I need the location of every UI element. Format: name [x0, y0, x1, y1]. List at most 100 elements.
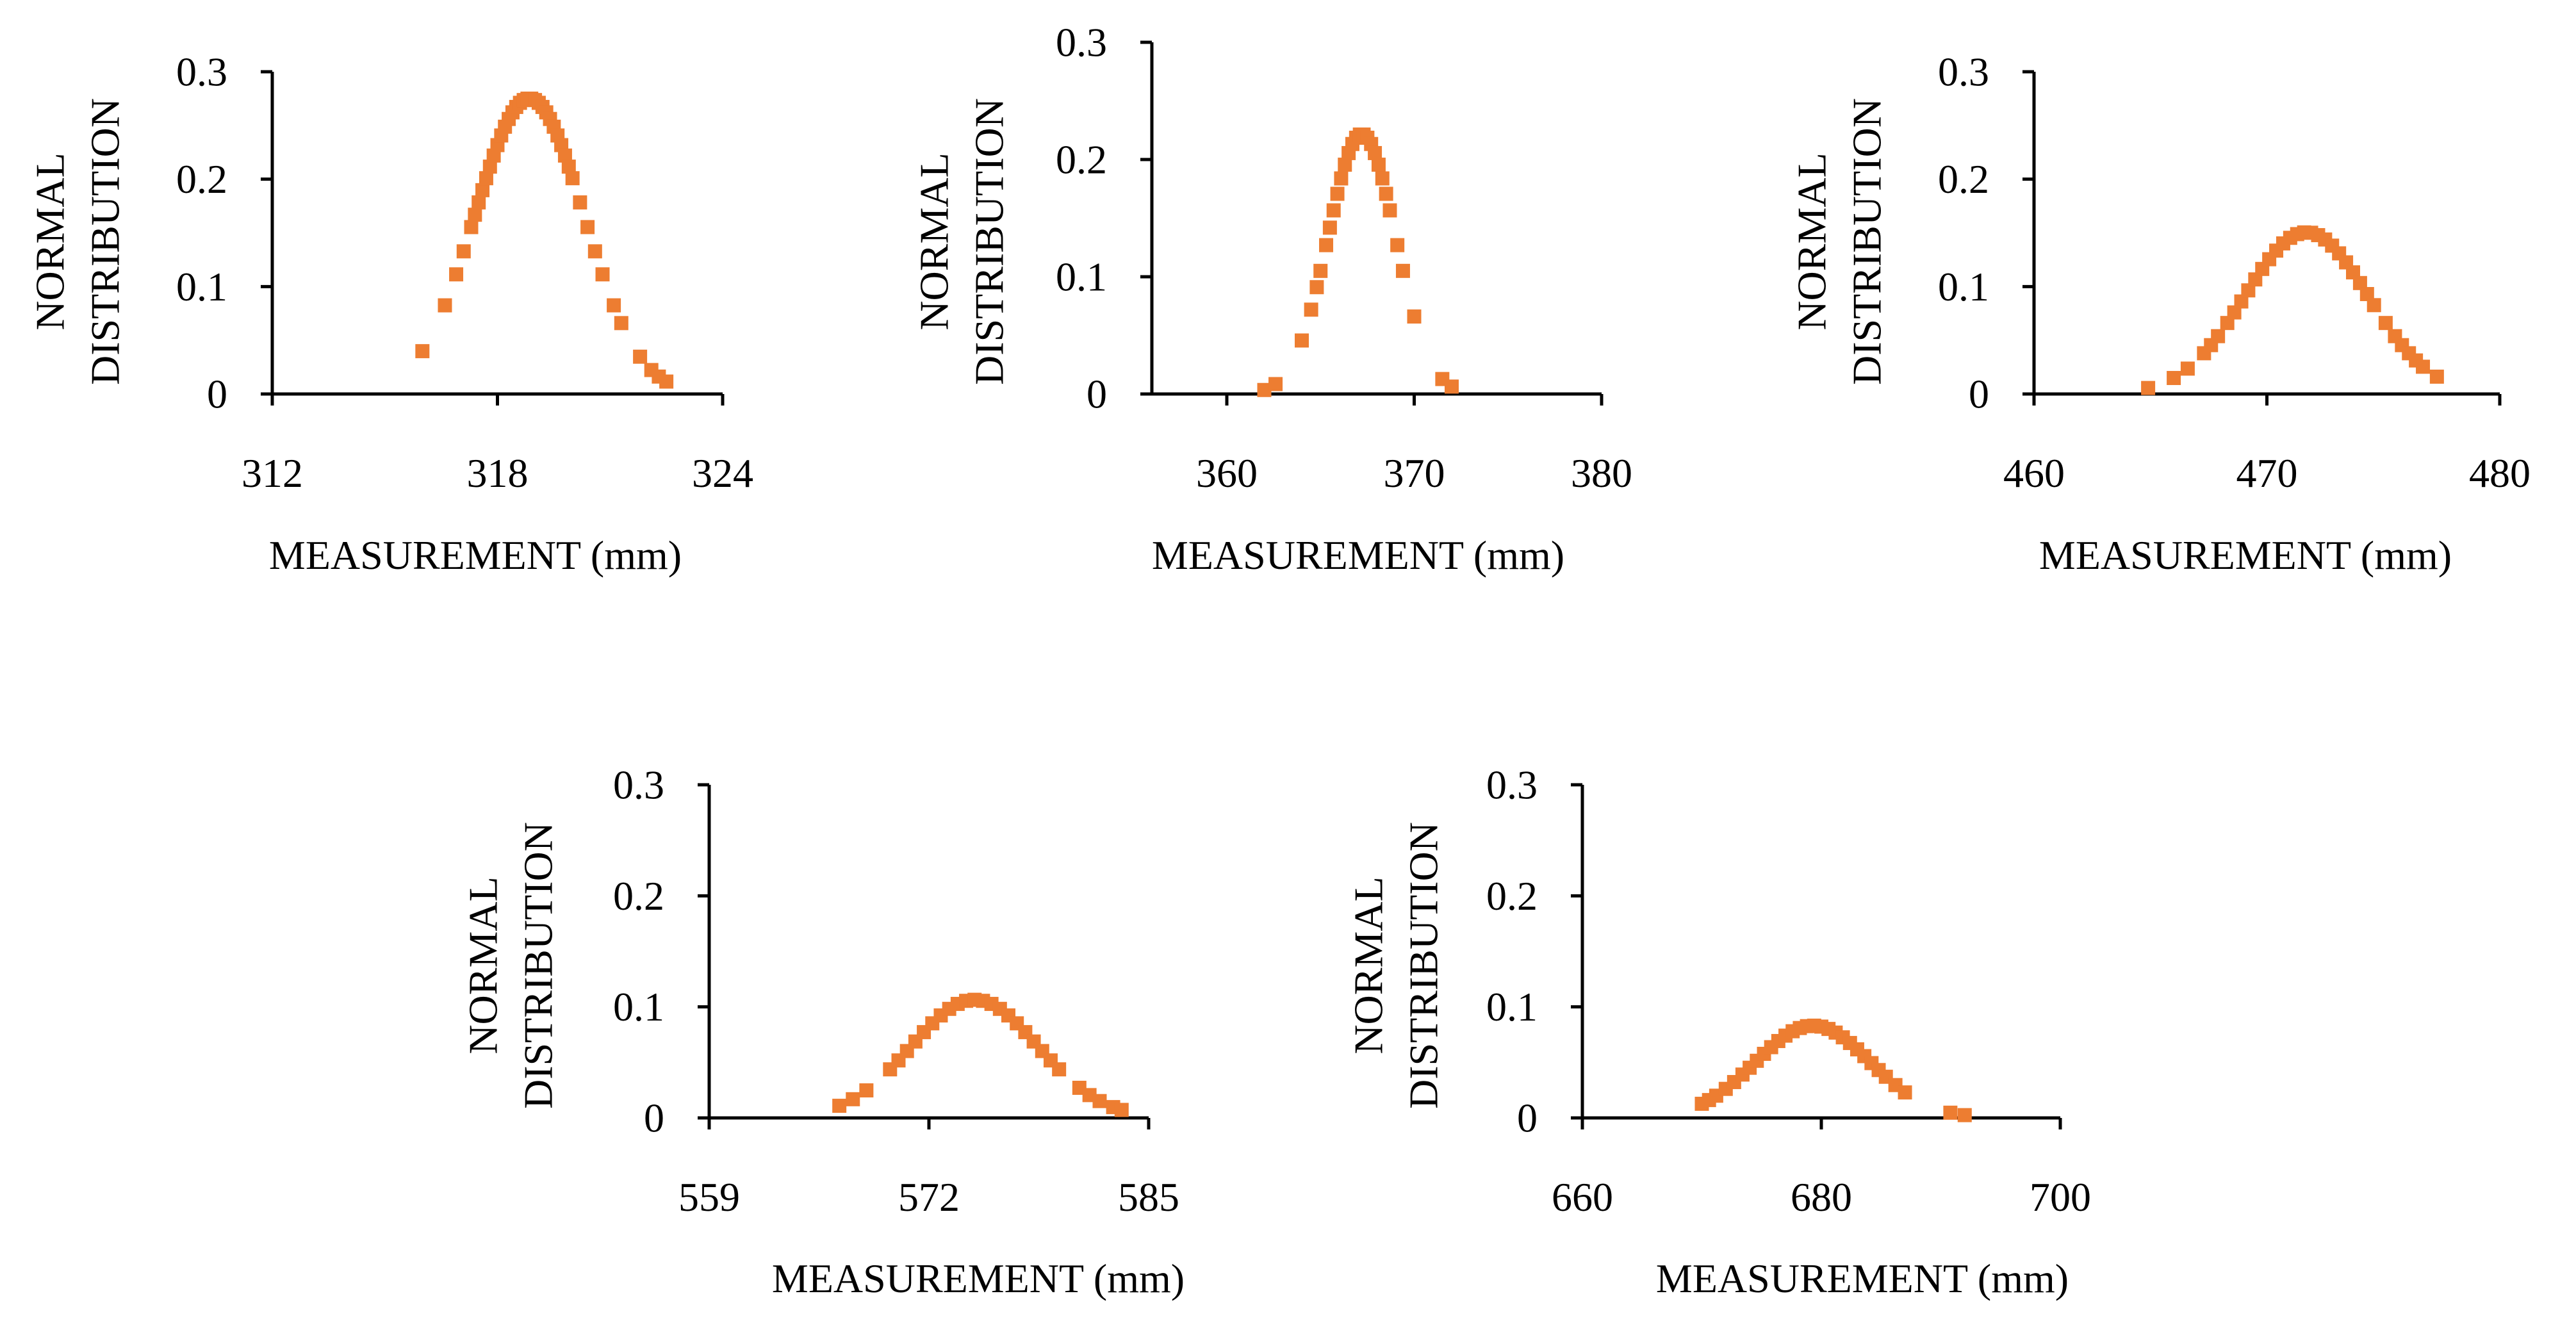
data-point: [464, 220, 479, 234]
data-point: [415, 344, 430, 359]
data-point: [1371, 158, 1386, 172]
y-axis-title-line-2: DISTRIBUTION: [516, 822, 561, 1109]
data-point: [557, 148, 572, 163]
y-axis-title-line-2: DISTRIBUTION: [83, 98, 128, 385]
data-point: [2345, 265, 2360, 280]
data-point: [449, 267, 464, 282]
data-point: [456, 244, 471, 259]
y-tick-label: 0.3: [176, 49, 227, 95]
data-point: [2211, 329, 2226, 343]
data-point: [580, 220, 595, 234]
plot-area: 0 0.1 0.2 0.3 559 572 585: [613, 762, 1179, 1220]
data-point: [1334, 171, 1349, 186]
y-tick-label: 0: [1087, 372, 1107, 417]
data-point: [565, 171, 580, 186]
x-tick-label: 460: [2003, 450, 2065, 496]
data-point: [1313, 263, 1328, 278]
data-point: [633, 349, 648, 364]
x-tick-label: 470: [2236, 450, 2298, 496]
y-tick-label: 0.2: [1486, 873, 1538, 919]
y-tick-label: 0.1: [1056, 254, 1107, 300]
data-point: [1268, 377, 1283, 391]
data-point: [1304, 302, 1318, 317]
x-tick-label: 312: [242, 450, 303, 496]
y-tick-label: 0.1: [1938, 264, 1989, 309]
data-point: [2416, 359, 2431, 374]
y-axis-title-line-2: DISTRIBUTION: [1401, 822, 1447, 1109]
y-axis-title-line-2: DISTRIBUTION: [967, 98, 1012, 385]
x-axis-title: MEASUREMENT (mm): [269, 532, 682, 578]
data-point: [1375, 171, 1390, 186]
data-point: [1338, 158, 1352, 172]
y-tick-label: 0: [1517, 1095, 1538, 1141]
y-tick-label: 0.3: [1938, 49, 1989, 95]
data-point: [1257, 382, 1272, 397]
data-point: [2141, 381, 2156, 395]
data-point: [1114, 1103, 1129, 1117]
x-tick-label: 370: [1384, 450, 1445, 496]
y-tick-label: 0.3: [613, 762, 664, 808]
data-point: [438, 298, 452, 313]
x-tick-label: 572: [898, 1174, 960, 1220]
plot-area: 0 0.1 0.2 0.3 312 318 324: [176, 49, 753, 496]
x-axis-title: MEASUREMENT (mm): [1656, 1256, 2069, 1301]
y-tick-label: 0.2: [1056, 137, 1107, 183]
data-point: [607, 298, 621, 313]
x-axis-title: MEASUREMENT (mm): [2039, 532, 2452, 578]
data-point: [2220, 316, 2235, 331]
x-tick-label: 660: [1552, 1174, 1613, 1220]
y-tick-label: 0: [644, 1095, 664, 1141]
y-tick-label: 0.2: [176, 156, 227, 202]
data-point: [1326, 203, 1341, 218]
data-point: [1319, 238, 1334, 252]
data-point: [573, 195, 587, 209]
y-axis-title-line-1: NORMAL: [1789, 152, 1835, 330]
data-point: [1309, 280, 1324, 295]
x-axis-title: MEASUREMENT (mm): [1152, 532, 1564, 578]
y-tick-label: 0: [1969, 372, 1989, 417]
x-tick-label: 680: [1791, 1174, 1852, 1220]
data-point: [1379, 186, 1393, 201]
data-point: [587, 244, 602, 259]
y-axis-title-line-1: NORMAL: [912, 152, 957, 330]
data-point: [2167, 371, 2181, 386]
data-point: [2227, 305, 2242, 320]
y-axis-title-line-1: NORMAL: [28, 152, 73, 330]
data-point: [2429, 369, 2444, 384]
data-point: [482, 160, 497, 174]
data-point: [1943, 1105, 1958, 1120]
y-tick-label: 0: [207, 372, 227, 417]
data-point: [1390, 238, 1405, 252]
y-axis-title-line-1: NORMAL: [1346, 876, 1391, 1054]
data-point: [472, 195, 486, 209]
data-point: [1957, 1108, 1972, 1122]
data-point: [2359, 287, 2374, 302]
data-point: [1407, 309, 1422, 324]
data-point: [846, 1092, 860, 1106]
x-tick-label: 324: [692, 450, 753, 496]
data-point: [859, 1083, 874, 1098]
data-point: [2180, 361, 2195, 376]
data-point: [832, 1099, 847, 1113]
data-point: [1330, 186, 1345, 201]
x-tick-label: 360: [1196, 450, 1258, 496]
y-tick-label: 0.3: [1486, 762, 1538, 808]
data-point: [2367, 298, 2381, 313]
plot-area: 0 0.1 0.2 0.3 660 680 700: [1486, 762, 2091, 1220]
data-point: [479, 171, 493, 186]
data-point: [468, 208, 482, 222]
data-point: [475, 183, 490, 197]
plot-area: 0 0.1 0.2 0.3 460 470 480: [1938, 49, 2531, 496]
x-tick-label: 318: [467, 450, 529, 496]
x-tick-label: 585: [1118, 1174, 1179, 1220]
y-axis-title-line-1: NORMAL: [461, 876, 506, 1054]
y-tick-label: 0.2: [1938, 156, 1989, 202]
y-tick-label: 0.3: [1056, 20, 1107, 65]
y-tick-label: 0.2: [613, 873, 664, 919]
data-point: [1295, 333, 1309, 348]
